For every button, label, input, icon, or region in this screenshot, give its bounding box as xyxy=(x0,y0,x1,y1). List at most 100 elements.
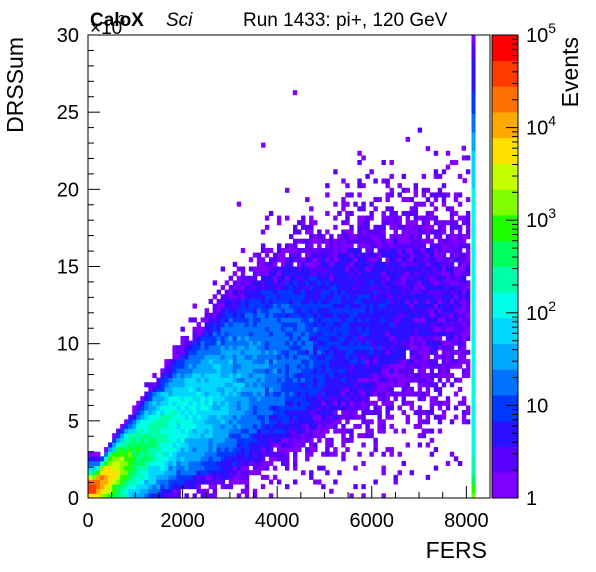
histogram-bin xyxy=(301,410,306,416)
histogram-bin xyxy=(393,289,398,295)
histogram-bin xyxy=(369,252,374,258)
histogram-bin xyxy=(345,419,350,425)
histogram-bin xyxy=(305,326,310,332)
histogram-bin xyxy=(272,261,278,267)
histogram-bin xyxy=(349,224,354,230)
histogram-bin xyxy=(244,345,250,351)
histogram-bin xyxy=(449,303,455,309)
histogram-bin xyxy=(212,410,218,416)
histogram-bin xyxy=(433,345,439,351)
histogram-bin xyxy=(301,382,306,388)
histogram-bin xyxy=(337,326,342,332)
histogram-bin xyxy=(116,488,121,494)
histogram-bin xyxy=(425,349,431,355)
histogram-bin xyxy=(164,400,169,406)
histogram-bin xyxy=(413,372,419,379)
histogram-bin xyxy=(220,447,226,453)
histogram-bin xyxy=(244,335,250,341)
histogram-bin xyxy=(200,447,205,453)
histogram-bin xyxy=(429,400,435,406)
histogram-bin xyxy=(88,474,93,480)
histogram-bin xyxy=(441,252,447,258)
histogram-bin xyxy=(268,447,274,453)
histogram-bin xyxy=(313,303,318,309)
histogram-bin xyxy=(377,275,382,281)
histogram-bin xyxy=(144,488,149,494)
histogram-bin xyxy=(389,303,394,309)
histogram-bin xyxy=(345,349,350,355)
histogram-bin xyxy=(385,359,390,365)
histogram-bin xyxy=(293,331,298,337)
histogram-bin xyxy=(124,428,129,434)
histogram-bin xyxy=(252,488,258,494)
histogram-bin xyxy=(465,331,471,337)
histogram-bin xyxy=(264,400,270,406)
histogram-bin xyxy=(293,433,298,439)
histogram-bin xyxy=(272,456,278,462)
histogram-bin xyxy=(313,391,318,397)
histogram-bin xyxy=(228,474,234,480)
histogram-bin xyxy=(449,234,455,240)
histogram-bin xyxy=(325,275,330,281)
histogram-bin xyxy=(405,285,410,291)
histogram-bin xyxy=(236,368,242,374)
histogram-bin xyxy=(256,308,262,314)
histogram-bin xyxy=(297,363,302,369)
histogram-bin xyxy=(240,312,246,318)
histogram-bin xyxy=(192,303,197,309)
histogram-bin xyxy=(349,294,354,300)
histogram-bin xyxy=(252,331,258,337)
histogram-bin xyxy=(413,335,419,341)
histogram-bin xyxy=(321,451,326,457)
histogram-bin xyxy=(297,377,302,383)
histogram-bin xyxy=(471,428,476,434)
histogram-bin xyxy=(224,368,230,374)
histogram-bin xyxy=(228,419,234,425)
histogram-bin xyxy=(200,354,205,360)
histogram-bin xyxy=(224,451,230,457)
y-tick-label: 0 xyxy=(68,488,79,510)
histogram-bin xyxy=(264,447,270,453)
histogram-bin xyxy=(409,405,415,411)
histogram-bin xyxy=(333,479,338,485)
histogram-bin xyxy=(284,428,290,434)
histogram-bin xyxy=(228,386,234,392)
histogram-bin xyxy=(232,419,238,425)
histogram-bin xyxy=(453,247,459,254)
histogram-bin xyxy=(471,372,476,379)
histogram-bin xyxy=(353,252,358,258)
histogram-bin xyxy=(329,317,334,323)
histogram-bin xyxy=(317,280,322,286)
histogram-bin xyxy=(361,201,366,207)
histogram-bin xyxy=(309,261,314,267)
histogram-bin xyxy=(204,488,209,494)
histogram-bin xyxy=(172,345,177,351)
histogram-bin xyxy=(337,331,342,337)
histogram-bin xyxy=(429,271,435,277)
histogram-bin xyxy=(112,447,117,453)
histogram-bin xyxy=(381,368,386,374)
histogram-bin xyxy=(325,271,330,277)
histogram-bin xyxy=(216,312,222,318)
histogram-bin xyxy=(196,470,201,476)
histogram-bin xyxy=(256,340,262,346)
histogram-bin xyxy=(361,261,366,267)
histogram-bin xyxy=(471,178,476,184)
histogram-bin xyxy=(333,391,338,397)
histogram-bin xyxy=(381,247,386,254)
histogram-bin xyxy=(104,447,109,453)
histogram-bin xyxy=(256,322,262,328)
histogram-bin xyxy=(232,465,238,471)
histogram-bin xyxy=(208,400,214,406)
histogram-bin xyxy=(385,289,390,295)
histogram-bin xyxy=(437,335,443,341)
histogram-bin xyxy=(317,377,322,383)
histogram-bin xyxy=(349,410,354,416)
histogram-bin xyxy=(417,405,423,411)
histogram-bin xyxy=(381,275,386,281)
histogram-bin xyxy=(389,312,394,318)
histogram-bin xyxy=(216,423,222,429)
histogram-bin xyxy=(176,372,181,379)
histogram-bin xyxy=(256,257,262,263)
histogram-bin xyxy=(437,285,443,291)
